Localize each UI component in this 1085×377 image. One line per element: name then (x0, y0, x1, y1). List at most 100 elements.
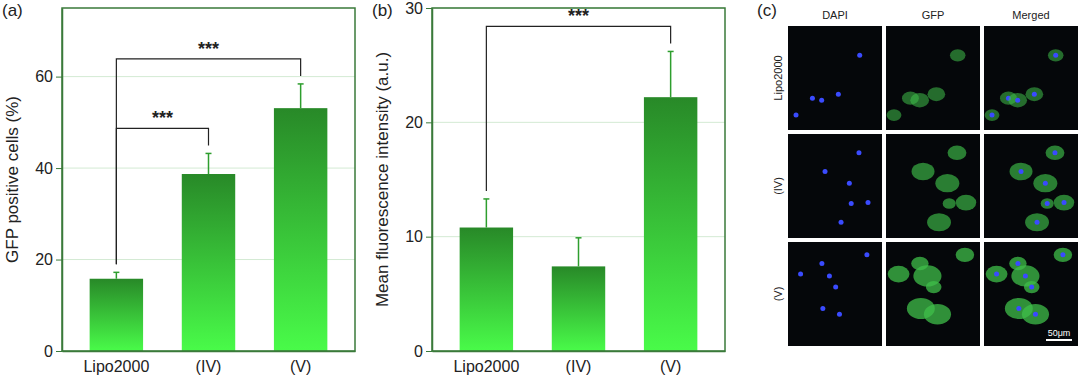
nucleus (1029, 285, 1034, 290)
micrograph-background (886, 242, 980, 346)
nucleus (849, 201, 854, 206)
x-tick: (IV) (196, 351, 222, 375)
x-tick-label: Lipo2000 (453, 358, 519, 375)
micrograph (788, 134, 882, 238)
gfp-signal (1010, 163, 1033, 181)
nucleus (823, 169, 828, 174)
y-tick-mark (56, 168, 62, 169)
nucleus (827, 273, 832, 278)
micrograph (984, 26, 1078, 130)
x-axis-line (63, 351, 356, 353)
gfp-signal (927, 87, 945, 101)
y-tick: 0 (44, 343, 62, 360)
column-header: Merged (1012, 9, 1049, 21)
chart-panel: 0204060Lipo2000(IV)(V)GFP positive cells… (2, 1, 356, 375)
bar (274, 108, 327, 351)
significance-bracket (116, 59, 300, 264)
y-tick-label: 0 (44, 343, 53, 360)
error-bar (668, 51, 674, 97)
nucleus (819, 261, 824, 266)
image-panel: (c)DAPIGFPMergedLipo2000(IV)(V)50μm (757, 1, 1078, 346)
nucleus (1060, 252, 1065, 257)
x-tick: (V) (660, 351, 681, 375)
error-line (578, 238, 580, 267)
y-tick: 20 (35, 251, 62, 268)
nucleus (810, 96, 815, 101)
y-axis-title: GFP positive cells (%) (3, 96, 22, 263)
micrograph (886, 242, 980, 346)
x-tick-label: Lipo2000 (83, 358, 149, 375)
y-tick-mark (56, 351, 62, 352)
gfp-signal (1054, 195, 1075, 211)
grid (432, 8, 725, 351)
micrograph-background (984, 134, 1078, 238)
bar (644, 97, 697, 351)
x-axis-line (433, 351, 726, 353)
gfp-signal (956, 248, 975, 262)
error-cap (206, 153, 212, 155)
figure: 0204060Lipo2000(IV)(V)GFP positive cells… (0, 0, 1085, 377)
y-axis: 0102030 (405, 0, 432, 360)
significance-label: *** (152, 108, 173, 128)
panel-label: (c) (757, 1, 777, 20)
y-tick-label: 30 (405, 0, 423, 17)
gfp-signal (910, 93, 929, 108)
micrograph-background (984, 242, 1078, 346)
nucleus (1015, 261, 1020, 266)
error-bar (576, 238, 582, 267)
scale-bar (1046, 339, 1072, 341)
nucleus (864, 252, 869, 257)
bar (552, 266, 605, 351)
error-line (300, 84, 302, 108)
gfp-signal (1033, 174, 1057, 192)
nucleus (1015, 98, 1020, 103)
gfp-signal (935, 174, 959, 192)
gfp-signal (927, 213, 951, 231)
error-cap (298, 83, 304, 85)
nucleus (1016, 306, 1021, 311)
y-tick-label: 10 (405, 228, 423, 245)
micrograph (886, 134, 980, 238)
gfp-signal (950, 49, 966, 61)
y-tick-mark (426, 8, 432, 9)
gfp-signal (1025, 213, 1049, 231)
error-cap (668, 51, 674, 53)
y-tick-label: 0 (414, 343, 423, 360)
error-cap (113, 272, 119, 274)
nucleus (1033, 312, 1038, 317)
y-tick: 10 (405, 228, 432, 245)
gfp-signal (948, 146, 967, 161)
nucleus (1052, 150, 1057, 155)
micrograph: 50μm (984, 242, 1078, 346)
nucleus (1053, 53, 1058, 58)
error-cap (576, 237, 582, 239)
significance: *** (116, 108, 208, 264)
nucleus (1043, 181, 1048, 186)
x-tick: (V) (290, 351, 311, 375)
y-tick-mark (426, 122, 432, 123)
column-header: GFP (922, 9, 945, 21)
y-tick-mark (56, 260, 62, 261)
nucleus (1035, 220, 1040, 225)
significance: *** (116, 39, 300, 264)
gfp-signal (1041, 198, 1054, 208)
panel-label: (b) (372, 1, 393, 20)
error-line (208, 153, 210, 174)
micrograph-background (788, 242, 882, 346)
gfp-signal (907, 298, 935, 319)
y-tick-mark (426, 351, 432, 352)
y-tick: 60 (35, 68, 62, 85)
nucleus (994, 272, 999, 277)
nucleus (1062, 200, 1067, 205)
nucleus (1023, 273, 1028, 278)
gfp-signal (1005, 298, 1033, 319)
gfp-signal (943, 198, 956, 208)
nucleus (820, 306, 825, 311)
nucleus (866, 200, 871, 205)
y-axis-title: Mean fluorescence intensity (a.u.) (373, 52, 392, 307)
error-bar (483, 199, 489, 228)
plot-marks (90, 84, 328, 351)
x-tick-label: (IV) (196, 358, 222, 375)
grid-line (62, 76, 355, 77)
micrograph-background (788, 134, 882, 238)
